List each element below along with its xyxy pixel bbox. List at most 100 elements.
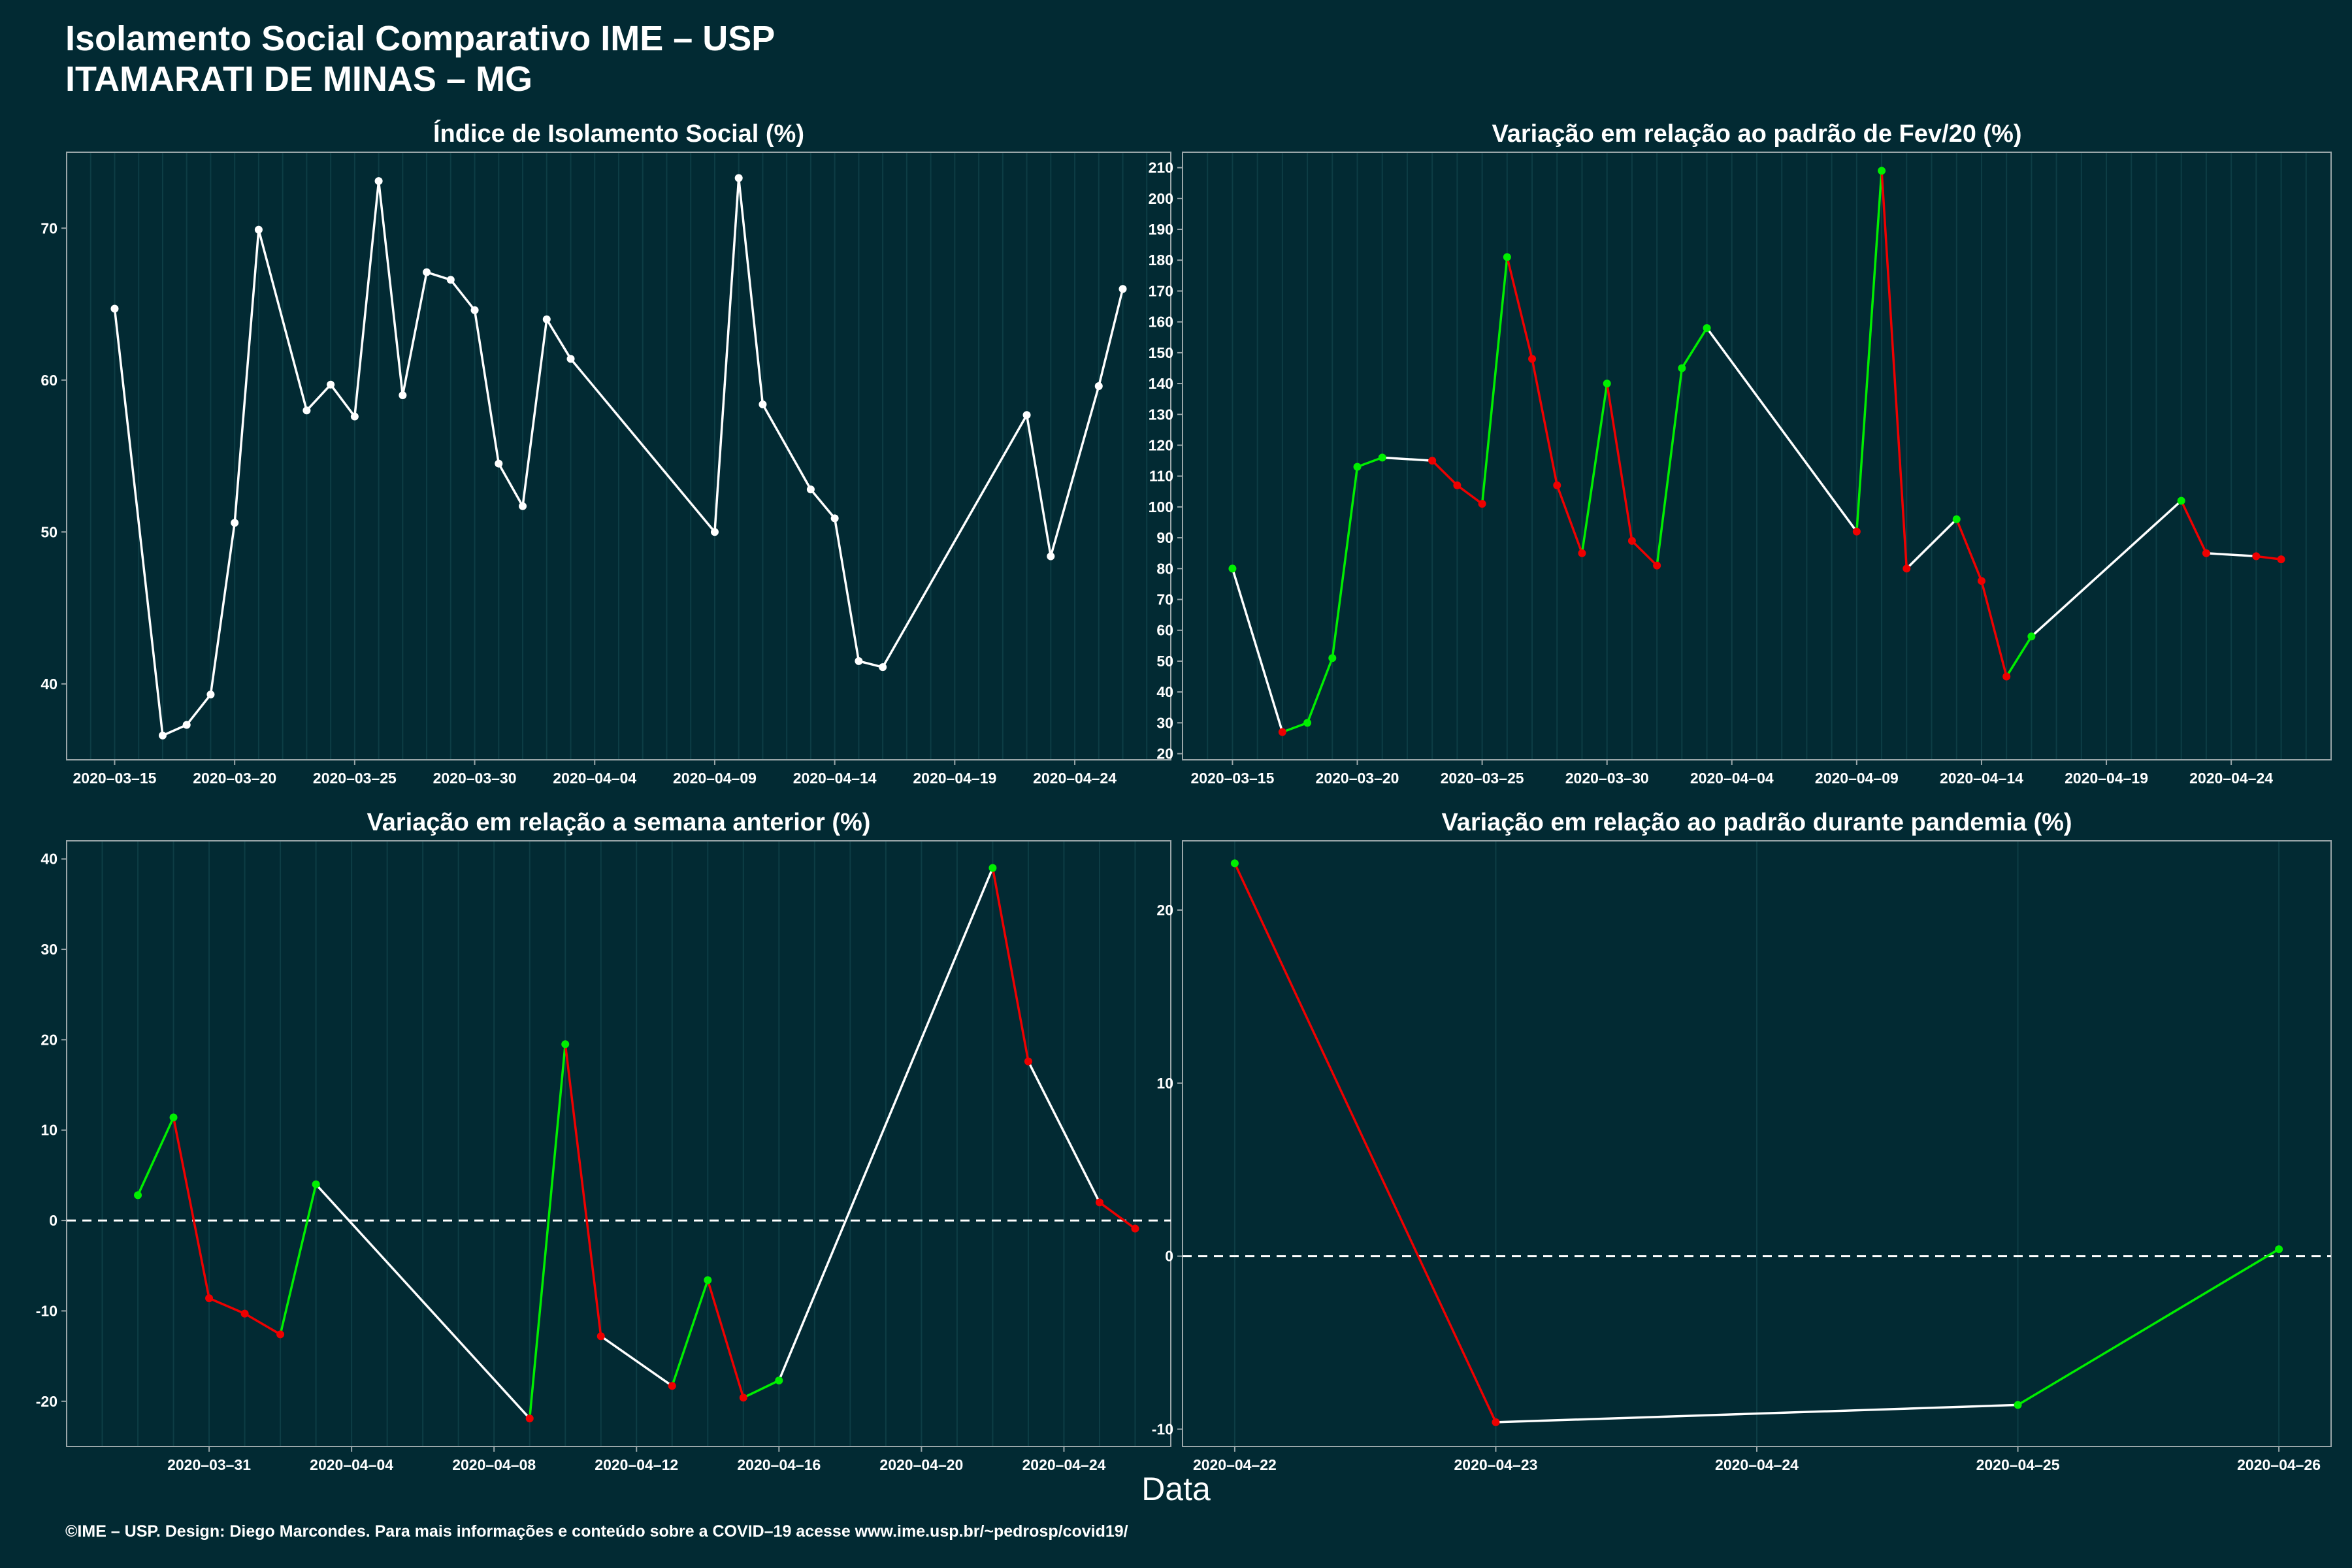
y-tick-label: 30 bbox=[41, 941, 57, 958]
series-segment bbox=[2206, 551, 2257, 558]
series-segment bbox=[186, 693, 212, 726]
data-point bbox=[1852, 527, 1861, 536]
data-point bbox=[1952, 515, 1961, 523]
x-tick-label: 2020–04–24 bbox=[1022, 1456, 1105, 1473]
series-segment bbox=[858, 660, 883, 668]
x-tick-label: 2020–04–04 bbox=[553, 770, 636, 787]
data-point bbox=[1230, 859, 1239, 868]
data-point bbox=[374, 177, 383, 186]
series-segment bbox=[1049, 385, 1100, 557]
series-segment bbox=[233, 229, 260, 523]
series-segment bbox=[2180, 500, 2208, 554]
x-tick-label: 2020–04–14 bbox=[793, 770, 877, 787]
series-segment bbox=[546, 318, 572, 360]
series-segment bbox=[2031, 500, 2182, 638]
series-segment bbox=[1025, 414, 1053, 557]
series-segment bbox=[1231, 568, 1284, 733]
series-segment bbox=[473, 310, 500, 464]
data-point bbox=[704, 1276, 712, 1284]
series-segment bbox=[881, 414, 1028, 668]
y-tick-label: 160 bbox=[1149, 314, 1173, 331]
data-point bbox=[1228, 564, 1237, 573]
series-segment bbox=[761, 404, 812, 491]
page-subtitle: ITAMARATI DE MINAS – MG bbox=[65, 59, 532, 99]
data-point bbox=[759, 400, 767, 408]
footer-credit: ©IME – USP. Design: Diego Marcondes. Par… bbox=[65, 1522, 1128, 1541]
data-point bbox=[2027, 632, 2036, 641]
y-tick-label: 10 bbox=[41, 1122, 57, 1139]
data-point bbox=[525, 1414, 534, 1423]
y-tick-label: 20 bbox=[1156, 902, 1173, 919]
series-segment bbox=[564, 1044, 602, 1337]
y-tick-label: 120 bbox=[1149, 436, 1173, 453]
data-point bbox=[470, 306, 479, 314]
data-point bbox=[561, 1040, 570, 1049]
series-segment bbox=[1098, 1201, 1136, 1230]
series-segment bbox=[1306, 657, 1333, 723]
panel-title: Variação em relação ao padrão de Fev/20 … bbox=[1492, 120, 2021, 148]
series-segment bbox=[737, 178, 764, 405]
data-point bbox=[855, 657, 863, 665]
y-tick-label: 80 bbox=[1156, 560, 1173, 577]
x-tick-label: 2020–03–25 bbox=[313, 770, 397, 787]
data-point bbox=[231, 519, 239, 527]
grid-lines bbox=[1182, 152, 2332, 760]
data-point bbox=[566, 355, 575, 363]
series bbox=[1228, 167, 2285, 736]
series-segment bbox=[1855, 171, 1883, 532]
x-tick-label: 2020–04–26 bbox=[2237, 1456, 2321, 1473]
x-tick-label: 2020–03–25 bbox=[1441, 770, 1524, 787]
data-point bbox=[710, 528, 719, 536]
x-tick-label: 2020–04–04 bbox=[1690, 770, 1774, 787]
series-segment bbox=[777, 867, 994, 1381]
x-tick-label: 2020–04–19 bbox=[913, 770, 996, 787]
data-point bbox=[110, 304, 119, 313]
series-segment bbox=[209, 523, 236, 695]
data-point bbox=[1977, 577, 1985, 585]
data-point bbox=[1095, 1198, 1103, 1207]
series-segment bbox=[1906, 518, 1957, 570]
y-tick-label: 30 bbox=[1156, 714, 1173, 731]
series bbox=[134, 864, 1139, 1423]
series-segment bbox=[1495, 1403, 2018, 1424]
series-segment bbox=[706, 1279, 745, 1398]
series-segment bbox=[426, 271, 451, 281]
data-point bbox=[240, 1309, 249, 1318]
x-tick-label: 2020–03–31 bbox=[167, 1456, 251, 1473]
data-point bbox=[830, 514, 839, 523]
data-point bbox=[1878, 167, 1886, 175]
series-segment bbox=[1656, 368, 1684, 566]
series-segment bbox=[2005, 636, 2033, 678]
x-tick-label: 2020–04–08 bbox=[452, 1456, 536, 1473]
data-point bbox=[879, 663, 887, 672]
series-segment bbox=[570, 358, 716, 533]
y-tick-label: 20 bbox=[41, 1031, 57, 1048]
series-segment bbox=[401, 272, 428, 396]
data-point bbox=[399, 391, 407, 399]
y-tick-label: 20 bbox=[1156, 745, 1173, 762]
data-point bbox=[423, 268, 431, 276]
data-point bbox=[1603, 380, 1611, 388]
series-segment bbox=[991, 868, 1030, 1062]
data-point bbox=[1492, 1418, 1500, 1426]
series-segment bbox=[315, 1183, 531, 1420]
y-tick-label: 10 bbox=[1156, 1075, 1173, 1092]
grid-lines bbox=[66, 841, 1171, 1446]
panel-4: Variação em relação ao padrão durante pa… bbox=[1152, 809, 2332, 1473]
data-point bbox=[1047, 552, 1055, 561]
x-tick-label: 2020–04–16 bbox=[737, 1456, 821, 1473]
data-point bbox=[1131, 1224, 1139, 1233]
data-point bbox=[1703, 324, 1711, 333]
data-point bbox=[1453, 481, 1462, 489]
data-point bbox=[2177, 497, 2185, 505]
y-tick-label: 180 bbox=[1149, 252, 1173, 269]
series-segment bbox=[1480, 257, 1509, 504]
data-point bbox=[2014, 1401, 2022, 1409]
panel-3: Variação em relação a semana anterior (%… bbox=[36, 809, 1171, 1473]
series-segment bbox=[1506, 257, 1533, 359]
x-tick-label: 2020–04–20 bbox=[879, 1456, 963, 1473]
data-point bbox=[1119, 285, 1127, 293]
series-segment bbox=[377, 180, 404, 396]
y-tick-label: 60 bbox=[1156, 622, 1173, 639]
x-tick-label: 2020–04–24 bbox=[1033, 770, 1117, 787]
